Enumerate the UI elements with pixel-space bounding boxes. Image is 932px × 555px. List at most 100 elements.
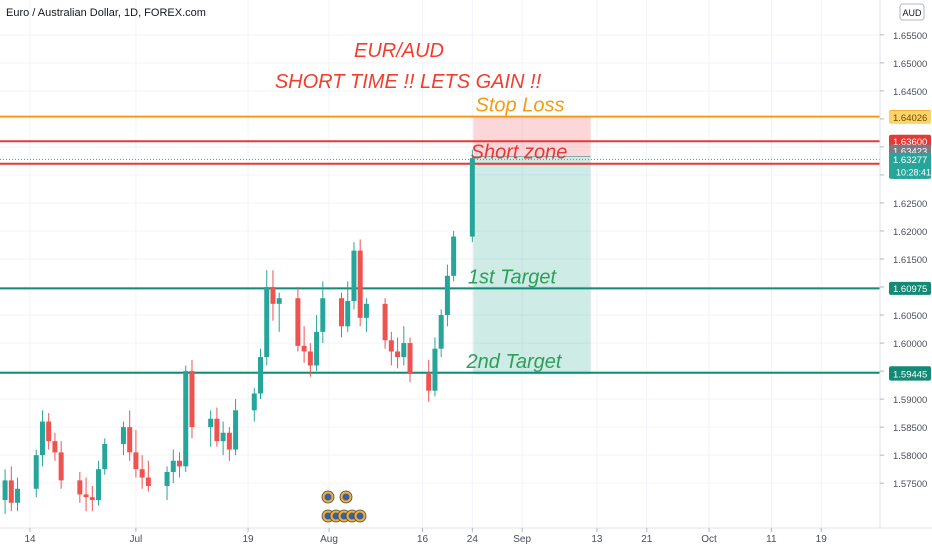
second-target-alt-price-tag-text: 1.59445 xyxy=(893,370,927,381)
candle-body xyxy=(46,421,52,442)
candle-body xyxy=(295,298,301,346)
event-coin-face xyxy=(340,512,348,520)
chart-subtitle: SHORT TIME !! LETS GAIN !! xyxy=(275,71,542,93)
first-target-price-tag[interactable]: 1.60975 xyxy=(889,281,931,295)
second-target-alt-price-tag-bg xyxy=(889,367,931,381)
level-lines[interactable] xyxy=(0,115,880,374)
price-tick-label: 1.62000 xyxy=(893,227,927,238)
candle xyxy=(83,477,89,512)
candle-body xyxy=(170,460,176,472)
candle-body xyxy=(164,471,170,486)
candle xyxy=(120,421,126,456)
candle xyxy=(276,292,282,332)
event-marker[interactable] xyxy=(339,490,353,504)
candle xyxy=(226,427,232,461)
time-tick-label: 24 xyxy=(467,534,479,545)
price-tick-label: 1.61500 xyxy=(893,255,927,266)
candle-body xyxy=(208,418,214,428)
event-markers[interactable] xyxy=(321,490,367,523)
short-position-tool[interactable] xyxy=(473,116,591,375)
risk-zone[interactable] xyxy=(473,116,591,157)
currency-badge-label: AUD xyxy=(902,8,922,18)
stop-mid-price-tag[interactable]: 1.64026 xyxy=(889,110,931,124)
zone-top-price-tag[interactable]: 1.63600 xyxy=(889,134,931,148)
candle-body xyxy=(357,250,363,318)
candle xyxy=(139,455,145,489)
candle xyxy=(170,449,176,484)
stop-mid-price-tag-bg xyxy=(889,110,931,124)
candle-body xyxy=(77,480,83,495)
price-scale[interactable]: 1.655001.650001.645001.640001.635001.630… xyxy=(879,0,932,550)
event-marker[interactable] xyxy=(353,509,367,523)
candle-body xyxy=(102,443,108,470)
event-marker[interactable] xyxy=(321,490,335,504)
entry-price-tag-text: 1.63423 xyxy=(893,147,927,158)
currency-badge[interactable]: AUD xyxy=(899,3,925,21)
symbol-label[interactable]: Euro / Australian Dollar, 1D, FOREX.com xyxy=(6,7,206,19)
first-target-label: 1st Target xyxy=(468,266,558,288)
candle-body xyxy=(127,427,133,453)
zone-top-price-tag-bg xyxy=(889,134,931,148)
candle-body xyxy=(52,441,58,453)
candle xyxy=(307,343,313,377)
candle-body xyxy=(345,301,351,327)
time-scale[interactable]: 14 Jul 19 Aug 16 24 Sep 13 21 Oct 11 19 xyxy=(0,527,932,550)
candle xyxy=(96,460,102,506)
price-tick-label: 1.57500 xyxy=(893,479,927,490)
candle-body xyxy=(258,357,264,394)
time-tick-label: Jul xyxy=(130,534,143,545)
price-tick-label: 1.65000 xyxy=(893,59,927,70)
candle-body xyxy=(320,298,326,332)
zone-top-price-tag-text: 1.63600 xyxy=(893,137,927,148)
candle-body xyxy=(382,303,388,341)
stop-loss-label: Stop Loss xyxy=(476,95,565,117)
candle-body xyxy=(183,371,189,467)
candle xyxy=(258,348,264,400)
candle-body xyxy=(401,343,407,358)
candle xyxy=(432,337,438,397)
candle xyxy=(77,471,83,503)
candles xyxy=(2,149,475,514)
candle xyxy=(102,438,108,475)
candle-body xyxy=(220,432,226,442)
price-scale-bg[interactable] xyxy=(880,0,932,550)
candle xyxy=(2,469,8,514)
candle xyxy=(270,270,276,321)
time-tick-label: 16 xyxy=(417,534,429,545)
last-price-tag-bg xyxy=(889,152,931,179)
chart-title: EUR/AUD xyxy=(354,40,444,62)
time-scale-bg[interactable] xyxy=(0,528,932,550)
candle xyxy=(469,149,475,243)
candle xyxy=(320,281,326,344)
second-target-alt-price-tag[interactable]: 1.59445 xyxy=(889,367,931,381)
candle-body xyxy=(145,477,151,486)
candle-body xyxy=(189,371,195,428)
candle xyxy=(251,387,257,422)
event-coin-face xyxy=(324,493,332,501)
candle-body xyxy=(96,469,102,500)
candle-body xyxy=(226,432,232,450)
candle-body xyxy=(270,287,276,304)
candle xyxy=(39,410,45,467)
candle xyxy=(395,337,401,369)
price-tick-label: 1.58000 xyxy=(893,451,927,462)
candle xyxy=(388,331,394,366)
reward-zone[interactable] xyxy=(473,156,591,375)
candle xyxy=(301,326,307,363)
event-coin-face xyxy=(356,512,364,520)
candle xyxy=(264,270,270,366)
candle xyxy=(58,441,64,489)
price-tick-label: 1.59000 xyxy=(893,395,927,406)
stop-mid-price-tag-text: 1.64026 xyxy=(893,113,927,124)
candle xyxy=(339,292,344,338)
time-tick-label: 11 xyxy=(766,534,777,545)
time-tick-label: Oct xyxy=(701,534,717,545)
candle xyxy=(183,365,189,472)
candle-body xyxy=(33,455,39,489)
candle xyxy=(357,239,363,327)
time-tick-label: 13 xyxy=(591,534,603,545)
candle xyxy=(233,399,239,456)
